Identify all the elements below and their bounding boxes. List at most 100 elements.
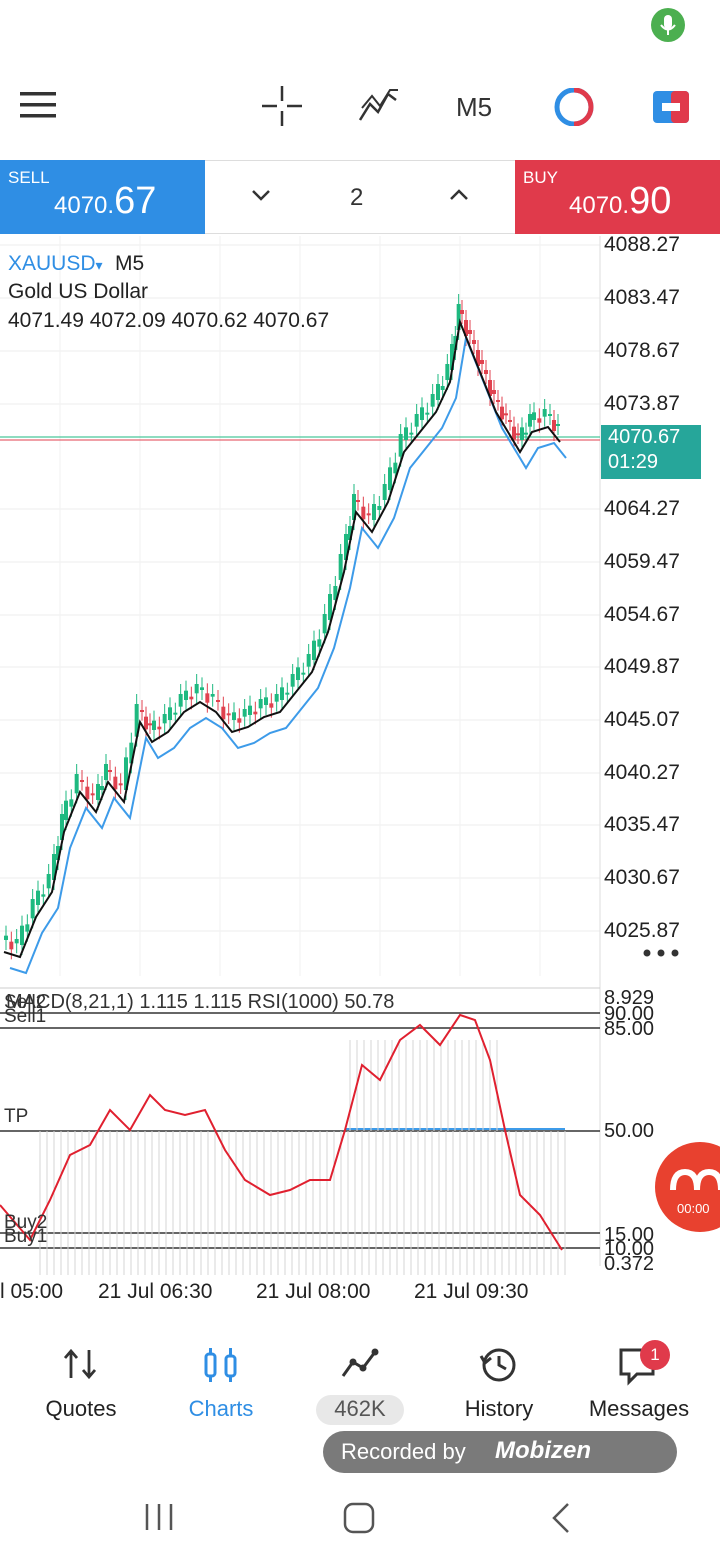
candle-body — [476, 350, 480, 366]
candle-body — [108, 770, 112, 772]
nav-history[interactable] — [429, 1346, 569, 1389]
candle-body — [168, 707, 172, 720]
trade-icon[interactable] — [652, 90, 690, 129]
candle-body — [496, 400, 500, 402]
price-tick: 4045.07 — [604, 708, 680, 731]
indicator-tick: 15.00 — [604, 1224, 655, 1246]
current-price-tag: 4070.67 01:29 — [601, 425, 701, 479]
candle-body — [542, 409, 547, 417]
candle-body — [85, 786, 90, 800]
candle-body — [409, 432, 414, 435]
candle-body — [60, 814, 64, 840]
lot-increase-button[interactable] — [448, 186, 470, 209]
candle-body — [90, 793, 95, 796]
candle-body — [317, 639, 322, 647]
buy-label: BUY — [523, 168, 558, 187]
candle-body — [242, 709, 247, 717]
candle-body — [436, 384, 440, 400]
tp-label: TP — [4, 1106, 29, 1127]
indicator-tick: 85.00 — [604, 1018, 655, 1040]
price-tick: 4049.87 — [604, 655, 680, 678]
nav-trade[interactable] — [290, 1346, 430, 1387]
symbol-name[interactable]: XAUUSD▾ — [8, 252, 103, 275]
hamburger-menu-icon[interactable] — [20, 90, 58, 125]
candle-body — [552, 420, 556, 431]
nav-charts[interactable] — [151, 1346, 291, 1389]
back-icon[interactable] — [548, 1502, 574, 1539]
price-tick: 4064.27 — [604, 497, 680, 520]
candle-body — [290, 674, 295, 687]
recents-icon[interactable] — [143, 1502, 175, 1537]
nav-charts-label: Charts — [188, 1396, 254, 1421]
buy-button[interactable]: BUY 4070.90 — [515, 160, 720, 234]
nav-quotes[interactable] — [11, 1346, 151, 1387]
candle-body — [328, 594, 332, 620]
candle-body — [14, 939, 19, 944]
more-dots-icon[interactable] — [642, 946, 682, 965]
recorder-timer: 00:00 — [677, 1201, 710, 1216]
candle-body — [398, 434, 403, 457]
candle-body — [144, 716, 148, 730]
buy-price: 4070.90 — [569, 180, 672, 222]
nav-quotes-label: Quotes — [45, 1396, 117, 1421]
candle-body — [388, 467, 392, 490]
lot-decrease-button[interactable] — [250, 186, 272, 209]
candle-body — [377, 506, 382, 510]
candle-body — [118, 783, 123, 786]
messages-badge: 1 — [640, 1340, 670, 1370]
nav-messages[interactable] — [569, 1346, 709, 1391]
price-tick: 4054.67 — [604, 603, 680, 626]
candle-body — [269, 703, 274, 708]
candle-body — [528, 414, 532, 427]
sell1-label: Sell1 — [4, 1006, 47, 1027]
home-icon[interactable] — [343, 1502, 375, 1539]
time-tick: 21 Jul 09:30 — [414, 1280, 529, 1303]
candle-body — [348, 526, 352, 540]
ma-fast-line — [3, 318, 561, 959]
candle-body — [492, 390, 496, 394]
candle-body — [372, 504, 376, 520]
candle-body — [296, 667, 300, 680]
time-tick: l 05:00 — [0, 1280, 64, 1303]
candle-body — [301, 672, 306, 675]
timeframe-button[interactable]: M5 — [456, 92, 493, 122]
candle-body — [516, 433, 520, 436]
candle-body — [189, 696, 194, 700]
candle-body — [532, 412, 536, 420]
candle-body — [216, 700, 220, 702]
price-tick: 4073.87 — [604, 392, 680, 415]
candle-body — [140, 710, 144, 712]
time-tick: 21 Jul 06:30 — [98, 1280, 213, 1303]
sell-price: 4070.67 — [54, 180, 157, 222]
recorder-bubble[interactable]: 00:00 — [655, 1142, 720, 1232]
candle-body — [274, 694, 279, 702]
nav-trade-label: 462K — [334, 1396, 386, 1421]
candle-body — [285, 692, 290, 695]
candle-body — [425, 412, 430, 415]
sell-button[interactable]: SELL 4070.67 — [0, 160, 205, 234]
price-chart[interactable] — [0, 236, 720, 1316]
lot-value[interactable]: 2 — [350, 184, 364, 211]
indicator-tick: 10.00 — [604, 1238, 655, 1260]
candle-body — [520, 427, 524, 440]
price-tick: 4083.47 — [604, 286, 680, 309]
candle-body — [248, 705, 252, 715]
candle-body — [157, 726, 162, 730]
candle-body — [344, 534, 348, 560]
candle-body — [453, 336, 458, 350]
candle-body — [440, 386, 445, 390]
crosshair-icon[interactable] — [262, 86, 302, 131]
candle-body — [113, 776, 118, 790]
candle-body — [404, 427, 408, 440]
chart-objects-icon[interactable] — [554, 87, 594, 131]
recorder-watermark: Recorded by Mobizen — [323, 1431, 677, 1473]
candle-body — [356, 500, 360, 502]
candle-body — [184, 690, 188, 700]
trade-chart-icon — [341, 1348, 379, 1377]
candle-body — [152, 720, 156, 730]
indicators-icon[interactable] — [358, 86, 400, 131]
candle-body — [460, 310, 464, 314]
recorder-text: Recorded by — [341, 1439, 466, 1464]
charts-icon — [204, 1348, 237, 1382]
candle-body — [264, 697, 268, 705]
